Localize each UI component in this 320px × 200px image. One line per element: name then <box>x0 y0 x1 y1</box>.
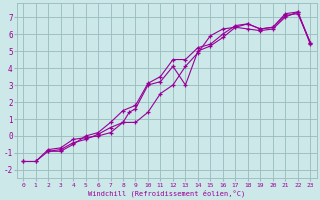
X-axis label: Windchill (Refroidissement éolien,°C): Windchill (Refroidissement éolien,°C) <box>88 189 245 197</box>
